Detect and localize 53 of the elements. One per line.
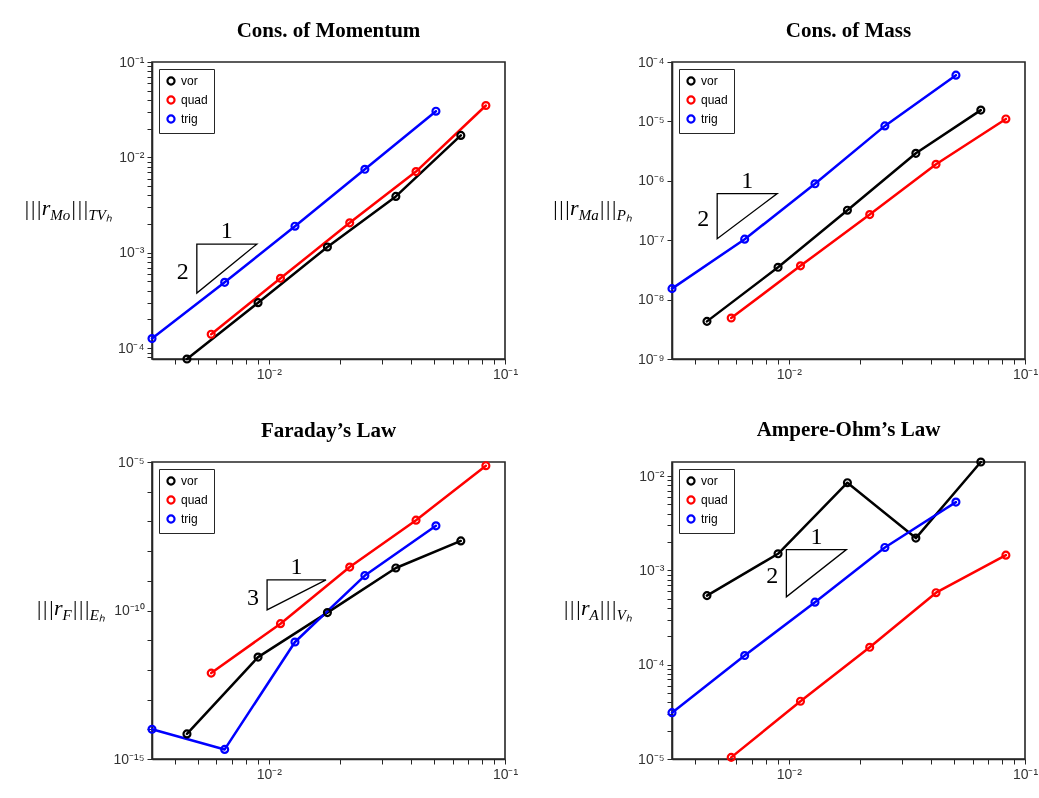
y-axis-title: |||r$_{F}$|||$_{Eₕ}$ [35, 594, 105, 624]
y-tick-label: 10⁻⁸ [638, 291, 665, 308]
x-tick-label: 10⁻¹ [492, 765, 519, 782]
x-tick-label: 10⁻² [256, 365, 283, 382]
legend-label: trig [701, 512, 718, 526]
legend-label: trig [701, 112, 718, 126]
y-tick-label: 10⁻² [119, 148, 145, 165]
y-tick-label: 10⁻² [639, 467, 665, 484]
y-tick-label: 10⁻⁵ [638, 112, 665, 129]
y-tick-label: 10⁻⁷ [638, 231, 665, 248]
x-tick-label: 10⁻¹ [1012, 365, 1039, 382]
annotation: 1 [220, 217, 233, 244]
chart-title: Cons. of Mass [785, 18, 912, 42]
y-tick-label: 10⁻¹ [119, 53, 145, 70]
legend-label: vor [181, 74, 198, 88]
legend-label: vor [701, 74, 718, 88]
annotation: 3 [247, 583, 260, 610]
annotation: 2 [766, 562, 779, 589]
legend-label: vor [181, 474, 198, 488]
y-tick-label: 10⁻⁶ [638, 172, 665, 189]
y-tick-label: 10⁻¹⁵ [113, 750, 145, 767]
y-axis-title: |||r$_{Mo}$|||$_{TVₕ}$ [23, 194, 112, 224]
annotation: 2 [697, 205, 710, 232]
chart-title: Faraday’s Law [260, 418, 397, 442]
y-tick-label: 10⁻³ [119, 244, 145, 261]
legend-label: vor [701, 474, 718, 488]
legend-label: quad [181, 493, 208, 507]
legend-label: trig [181, 512, 198, 526]
annotation: 1 [810, 522, 823, 549]
annotation: 1 [741, 166, 754, 193]
legend-label: quad [181, 93, 208, 107]
y-tick-label: 10⁻¹⁰ [114, 602, 145, 618]
x-tick-label: 10⁻² [776, 765, 803, 782]
annotation: 1 [290, 552, 303, 579]
chart-title: Cons. of Momentum [236, 18, 421, 42]
annotation: 2 [176, 257, 189, 284]
legend-label: quad [701, 493, 728, 507]
y-axis-title: |||r$_{Ma}$|||$_{Pₕ}$ [551, 194, 632, 224]
legend-label: trig [181, 112, 198, 126]
x-tick-label: 10⁻² [256, 765, 283, 782]
x-tick-label: 10⁻¹ [1012, 765, 1039, 782]
y-tick-label: 10⁻⁴ [637, 53, 665, 70]
y-tick-label: 10⁻⁹ [637, 350, 665, 367]
chart-title: Ampere-Ohm’s Law [756, 417, 942, 442]
x-tick-label: 10⁻¹ [492, 365, 519, 382]
y-tick-label: 10⁻³ [639, 561, 665, 578]
legend-label: quad [701, 93, 728, 107]
y-tick-label: 10⁻⁵ [638, 750, 665, 767]
y-tick-label: 10⁻⁵ [118, 453, 145, 470]
x-tick-label: 10⁻² [776, 365, 803, 382]
y-tick-label: 10⁻⁴ [637, 656, 665, 673]
y-tick-label: 10⁻⁴ [117, 339, 145, 356]
y-axis-title: |||r$_{A}$|||$_{Vₕ}$ [562, 594, 632, 624]
